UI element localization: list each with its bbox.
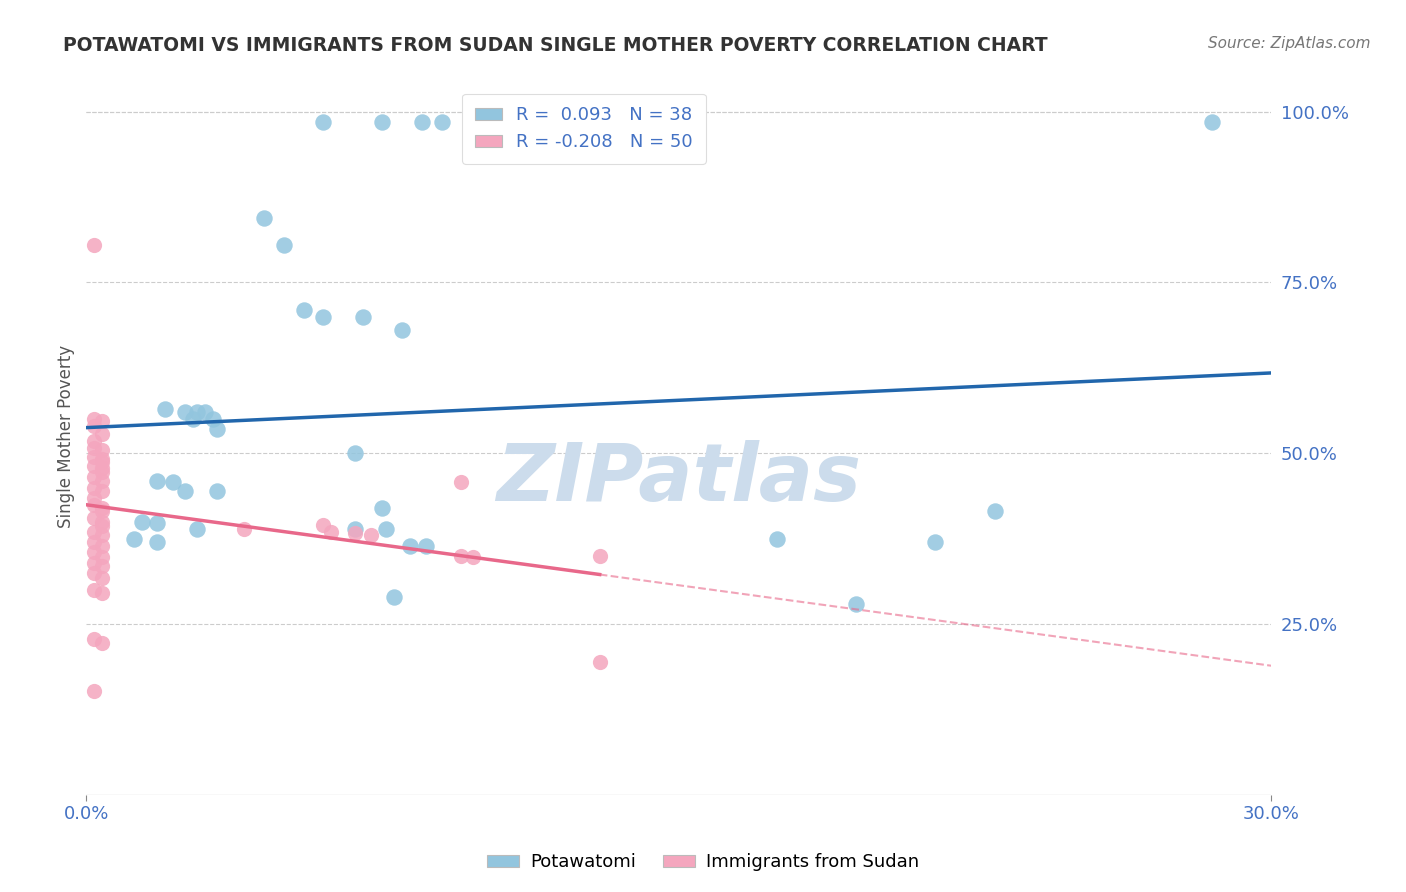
Point — [131, 515, 153, 529]
Point — [83, 441, 105, 455]
Point — [321, 524, 343, 539]
Point — [589, 549, 612, 563]
Point — [91, 559, 114, 574]
Legend: Potawatomi, Immigrants from Sudan: Potawatomi, Immigrants from Sudan — [479, 847, 927, 879]
Point — [352, 310, 374, 324]
Point — [83, 582, 105, 597]
Point — [91, 504, 114, 518]
Point — [343, 522, 366, 536]
Point — [91, 442, 114, 457]
Point — [375, 522, 398, 536]
Point — [1201, 115, 1223, 129]
Point — [415, 539, 437, 553]
Point — [91, 454, 114, 468]
Point — [91, 483, 114, 498]
Point — [411, 115, 433, 129]
Point — [391, 323, 413, 337]
Point — [253, 211, 276, 225]
Point — [83, 450, 105, 464]
Point — [83, 458, 105, 473]
Point — [83, 412, 105, 426]
Point — [162, 475, 184, 489]
Point — [83, 684, 105, 698]
Text: Source: ZipAtlas.com: Source: ZipAtlas.com — [1208, 36, 1371, 51]
Point — [83, 632, 105, 647]
Point — [399, 539, 422, 553]
Point — [371, 501, 394, 516]
Point — [146, 516, 169, 530]
Point — [450, 549, 472, 563]
Point — [273, 238, 295, 252]
Point — [924, 535, 946, 549]
Point — [360, 527, 382, 541]
Point — [382, 590, 405, 604]
Point — [589, 655, 612, 669]
Point — [91, 539, 114, 553]
Point — [91, 461, 114, 475]
Point — [292, 302, 315, 317]
Point — [91, 518, 114, 533]
Point — [201, 412, 224, 426]
Point — [91, 586, 114, 600]
Point — [83, 556, 105, 570]
Point — [83, 545, 105, 559]
Point — [91, 474, 114, 488]
Point — [186, 522, 208, 536]
Point — [91, 466, 114, 480]
Point — [83, 419, 105, 434]
Point — [312, 115, 335, 129]
Point — [343, 446, 366, 460]
Text: POTAWATOMI VS IMMIGRANTS FROM SUDAN SINGLE MOTHER POVERTY CORRELATION CHART: POTAWATOMI VS IMMIGRANTS FROM SUDAN SING… — [63, 36, 1047, 54]
Point — [205, 422, 228, 436]
Point — [83, 434, 105, 448]
Point — [233, 522, 256, 536]
Point — [181, 412, 204, 426]
Point — [91, 550, 114, 565]
Point — [122, 532, 145, 546]
Point — [91, 427, 114, 442]
Point — [83, 481, 105, 495]
Point — [186, 405, 208, 419]
Point — [91, 636, 114, 650]
Point — [83, 511, 105, 525]
Point — [312, 310, 335, 324]
Point — [83, 470, 105, 484]
Point — [371, 115, 394, 129]
Point — [983, 504, 1005, 518]
Point — [174, 405, 197, 419]
Point — [83, 491, 105, 505]
Point — [194, 405, 217, 419]
Point — [83, 238, 105, 252]
Point — [766, 532, 789, 546]
Point — [83, 535, 105, 549]
Point — [146, 535, 169, 549]
Point — [91, 413, 114, 427]
Point — [155, 401, 177, 416]
Point — [450, 475, 472, 489]
Y-axis label: Single Mother Poverty: Single Mother Poverty — [58, 344, 75, 528]
Point — [174, 483, 197, 498]
Point — [430, 115, 453, 129]
Point — [83, 566, 105, 580]
Point — [91, 501, 114, 516]
Point — [205, 483, 228, 498]
Point — [83, 524, 105, 539]
Point — [146, 474, 169, 488]
Text: ZIPatlas: ZIPatlas — [496, 441, 862, 518]
Point — [312, 518, 335, 533]
Point — [91, 515, 114, 529]
Point — [463, 550, 485, 565]
Point — [91, 528, 114, 542]
Legend: R =  0.093   N = 38, R = -0.208   N = 50: R = 0.093 N = 38, R = -0.208 N = 50 — [463, 94, 706, 164]
Point — [343, 526, 366, 541]
Point — [91, 451, 114, 466]
Point — [845, 597, 868, 611]
Point — [83, 498, 105, 512]
Point — [91, 571, 114, 585]
